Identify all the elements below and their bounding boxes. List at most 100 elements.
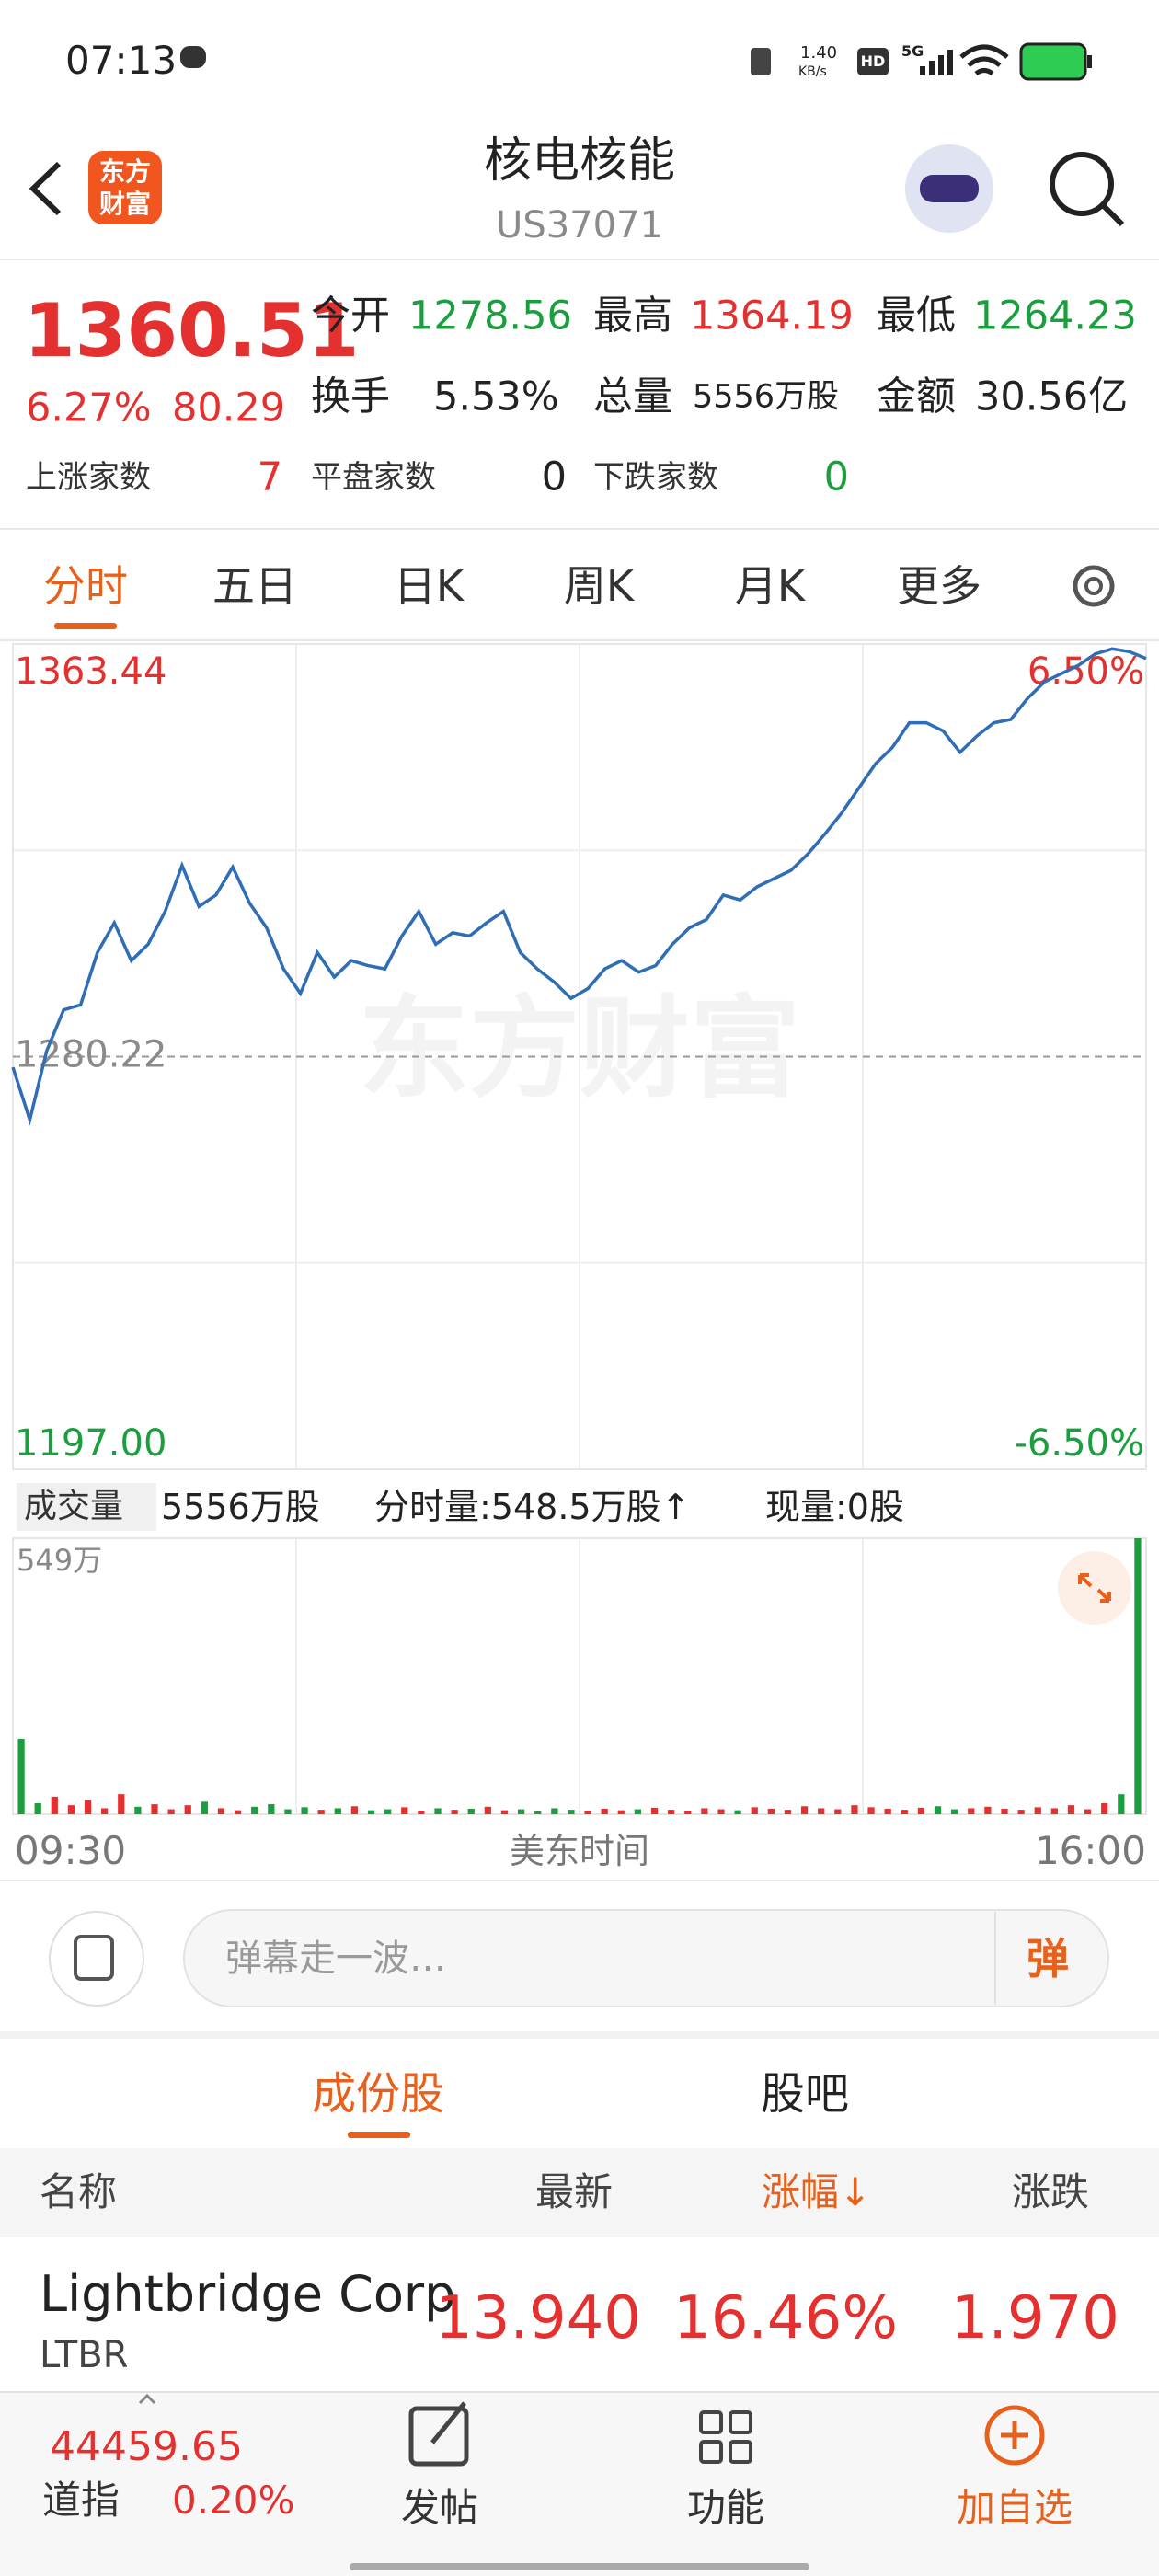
volume-bar [451, 1810, 458, 1814]
column-header[interactable]: 最新 [535, 2169, 614, 2214]
index-pct[interactable]: 0.20% [172, 2478, 295, 2523]
home-indicator [350, 2563, 809, 2570]
logo-text: 财富 [98, 189, 152, 219]
volume-bar [800, 1806, 809, 1814]
volume-bar [917, 1807, 925, 1814]
tab[interactable]: 分时 [43, 561, 128, 611]
tab[interactable]: 日K [393, 561, 465, 611]
stat-label: 总量 [593, 374, 672, 420]
robot-face [920, 175, 979, 202]
tab[interactable]: 周K [563, 561, 635, 611]
volume-bar [568, 1810, 575, 1814]
tab[interactable]: 月K [734, 561, 806, 611]
send-danmaku[interactable]: 弹 [1027, 1934, 1069, 1984]
column-header[interactable]: 涨跌 [1012, 2169, 1090, 2214]
volume-bar [650, 1807, 659, 1814]
index-value[interactable]: 44459.65 [50, 2423, 243, 2470]
volume-bar [201, 1801, 208, 1814]
volume-bar [884, 1808, 891, 1814]
volume-bar [751, 1807, 758, 1814]
stock-last: 13.940 [435, 2284, 641, 2352]
section-tab[interactable]: 股吧 [760, 2068, 850, 2120]
volume-bar [184, 1805, 191, 1814]
wechat-icon [180, 46, 206, 68]
wifi-icon [959, 44, 1009, 76]
back-button[interactable] [29, 161, 62, 216]
tab[interactable]: 更多 [897, 561, 981, 611]
change-pct: 6.27% [26, 385, 152, 431]
stat-label: 今开 [311, 293, 390, 339]
indicator-select[interactable] [17, 1483, 156, 1531]
column-header: 名称 [40, 2169, 118, 2214]
volume-bar [284, 1809, 292, 1814]
volume-bar [101, 1808, 109, 1814]
breadth-value: 0 [823, 454, 849, 500]
stock-name[interactable]: Lightbridge Corp [40, 2265, 456, 2323]
volume-bar [1118, 1794, 1125, 1814]
add-watchlist-icon[interactable] [984, 2405, 1045, 2466]
stat-value: 5.53% [433, 374, 559, 420]
signal-icon [920, 50, 953, 75]
logo-text: 东方 [98, 156, 152, 187]
volume-bar [851, 1805, 858, 1814]
x-tick-label: 16:00 [1034, 1828, 1146, 1873]
volume-bar [350, 1806, 359, 1814]
volume-bar [668, 1810, 675, 1814]
indicator-name[interactable]: 成交量 [24, 1488, 124, 1525]
stat-value: 1264.23 [973, 293, 1137, 339]
volume-bar [317, 1810, 325, 1814]
volume-bar [1067, 1805, 1075, 1814]
volume-bar [484, 1806, 491, 1814]
column-header[interactable]: 涨幅↓ [762, 2169, 872, 2214]
last-price: 1360.51 [24, 288, 360, 374]
expand-button[interactable] [1058, 1551, 1131, 1625]
function-icon[interactable] [699, 2410, 752, 2464]
nav-label[interactable]: 加自选 [956, 2485, 1073, 2530]
page-title: 核电核能 [483, 133, 676, 189]
section-tab[interactable]: 成份股 [311, 2068, 445, 2120]
volume-bar [901, 1810, 908, 1814]
nav-label[interactable]: 发帖 [400, 2485, 479, 2530]
stat-label: 最高 [593, 293, 672, 339]
clock: 07:13 [65, 38, 178, 83]
search-button[interactable] [1050, 152, 1114, 216]
volume-last: 分时量:548.5万股↑ [374, 1487, 691, 1527]
comment-placeholder[interactable]: 弹幕走一波… [225, 1938, 446, 1980]
index-toggle[interactable] [138, 2393, 156, 2405]
search-handle [1100, 202, 1125, 227]
volume-bar [17, 1739, 25, 1814]
volume-bar [867, 1807, 875, 1814]
index-name[interactable]: 道指 [42, 2478, 120, 2523]
volume-bar [1034, 1807, 1041, 1814]
volume-bar [1001, 1808, 1008, 1814]
tab-underline [348, 2132, 410, 2138]
bottom-bar [0, 2392, 1159, 2576]
volume-bar [818, 1808, 825, 1814]
tab[interactable]: 五日 [212, 561, 297, 611]
volume-bar [1050, 1808, 1058, 1814]
expand-icon [1078, 1573, 1111, 1603]
table-header [0, 2148, 1159, 2237]
watermark: 东方财富 [359, 985, 800, 1113]
volume-bar [401, 1807, 408, 1814]
breadth-label: 平盘家数 [311, 459, 436, 496]
change: 80.29 [172, 385, 286, 431]
volume-bar [734, 1810, 741, 1814]
nav-label[interactable]: 功能 [686, 2485, 765, 2530]
comment-input[interactable] [183, 1909, 1109, 2007]
stat-value: 30.56亿 [975, 374, 1129, 420]
breadth-value: 0 [541, 454, 567, 500]
post-icon[interactable] [408, 2406, 469, 2467]
volume-bar [334, 1808, 341, 1814]
price-line [11, 647, 1147, 1126]
volume-bar [968, 1808, 975, 1814]
battery-tip [1087, 55, 1092, 68]
volume-bar [434, 1808, 442, 1814]
volume-bar [551, 1808, 558, 1814]
volume-bar [1084, 1809, 1092, 1814]
x-axis-label: 美东时间 [509, 1831, 650, 1871]
settings-button[interactable] [1073, 565, 1115, 607]
y2-tick-label: -6.50% [1014, 1422, 1144, 1465]
danmaku-settings[interactable] [49, 1911, 144, 2007]
